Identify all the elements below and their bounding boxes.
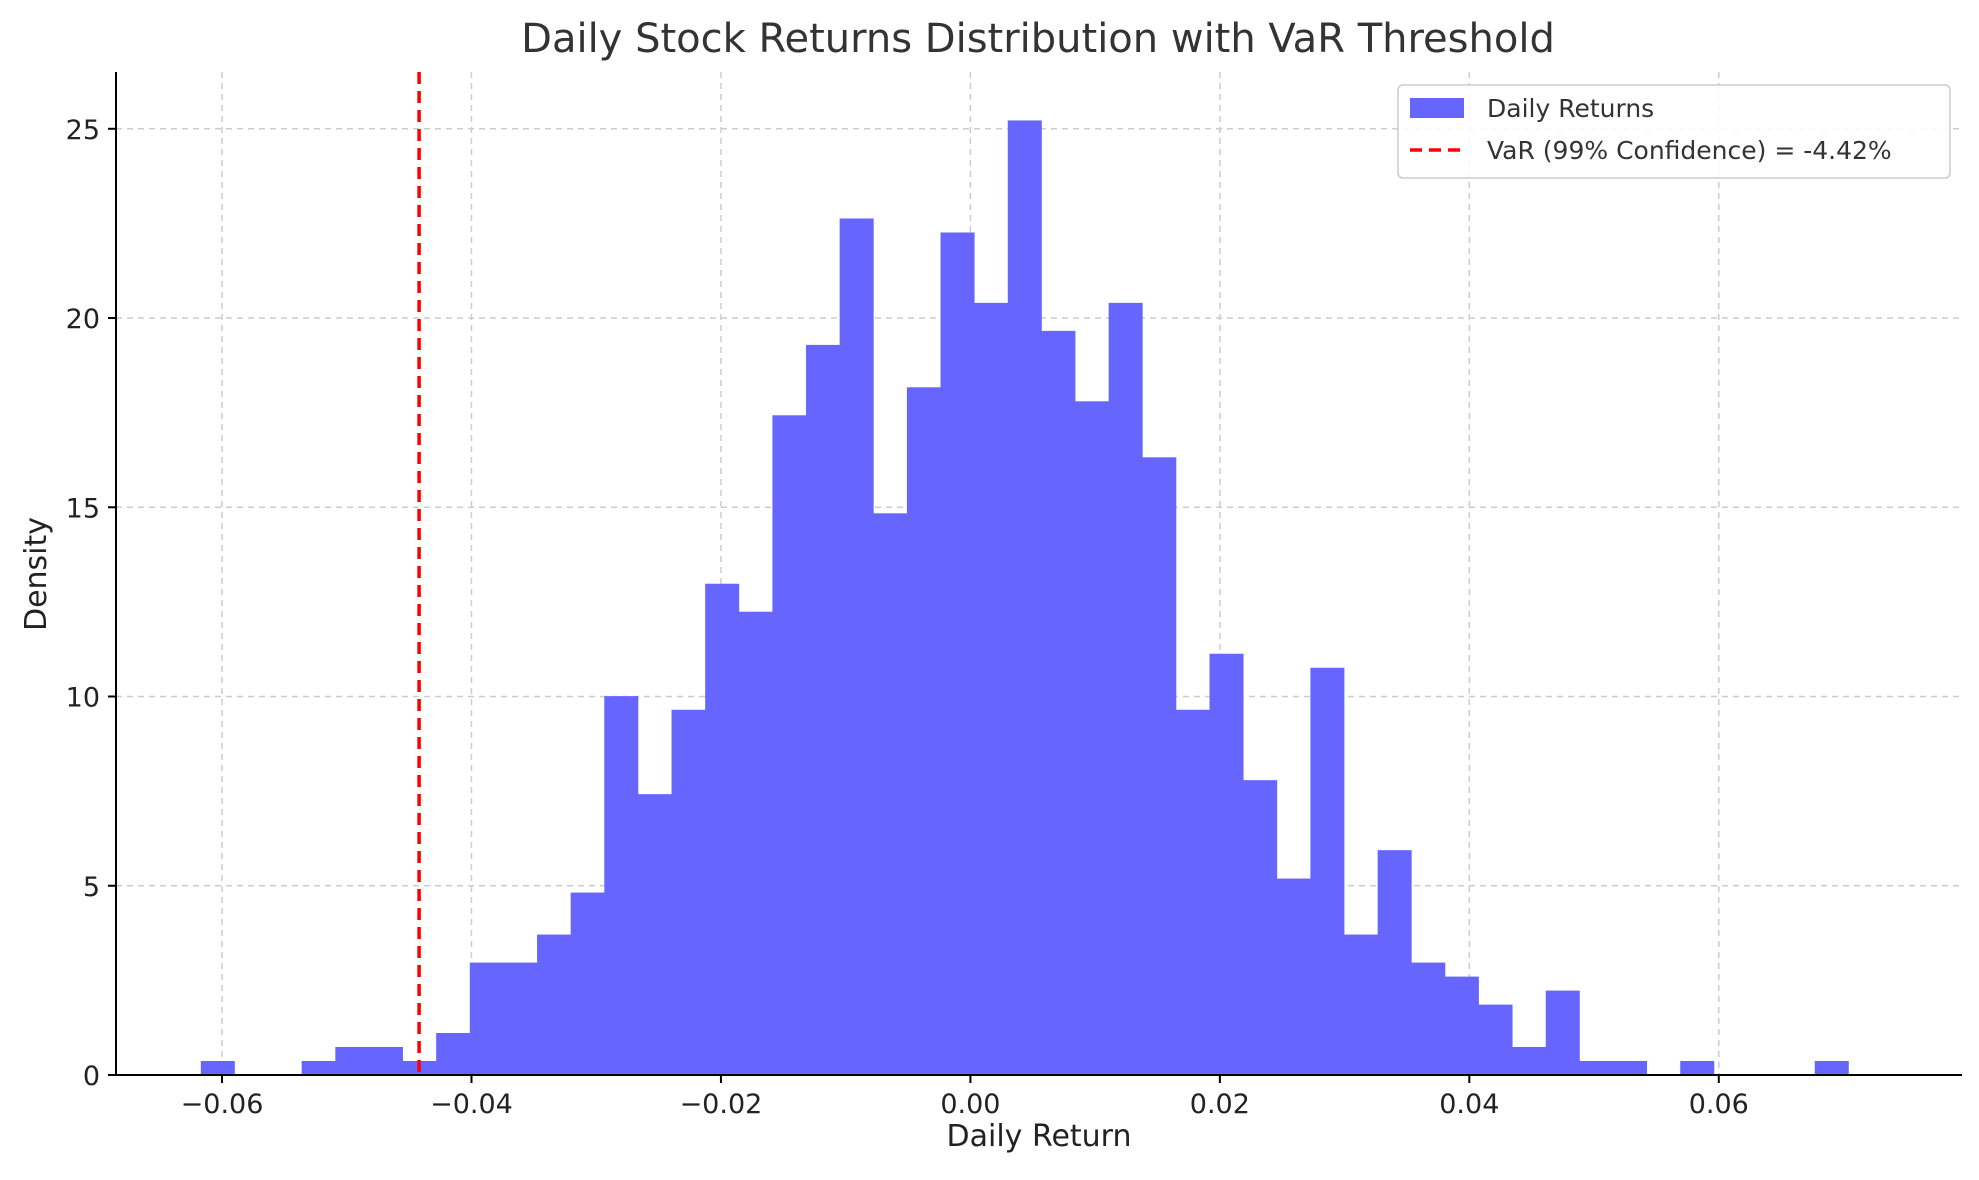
y-tick-label: 5 — [83, 872, 100, 903]
x-axis-label: Daily Return — [947, 1119, 1132, 1154]
histogram-bar — [436, 1032, 471, 1075]
histogram-bar — [1310, 667, 1345, 1075]
histogram-bar — [335, 1046, 370, 1075]
legend-label-daily-returns: Daily Returns — [1487, 94, 1654, 123]
histogram-bar — [1680, 1060, 1715, 1075]
histogram-bar — [301, 1060, 336, 1075]
x-tick-label: −0.06 — [181, 1089, 264, 1120]
histogram-bar — [1444, 976, 1479, 1075]
histogram-bar — [1545, 990, 1580, 1075]
histogram-bar — [1814, 1060, 1849, 1075]
histogram-bar — [839, 218, 874, 1076]
histogram-bar — [705, 583, 740, 1075]
histogram-bar — [671, 709, 706, 1075]
histogram-bar — [906, 387, 941, 1075]
x-tick-label: 0.02 — [1190, 1089, 1250, 1120]
histogram-bar — [469, 962, 504, 1075]
legend-swatch-daily-returns — [1410, 98, 1464, 118]
y-tick-label: 0 — [83, 1061, 100, 1092]
histogram-bar — [772, 415, 807, 1075]
x-tick-label: 0.00 — [940, 1089, 1000, 1120]
legend: Daily Returns VaR (99% Confidence) = -4.… — [1397, 84, 1951, 179]
ticks: −0.06 −0.04 −0.02 0.00 0.02 0.04 0.06 0 5 10 15 20 2… — [66, 115, 1749, 1120]
x-tick-label: 0.06 — [1689, 1089, 1749, 1120]
histogram-bar — [1142, 457, 1177, 1075]
histogram-bar — [368, 1046, 403, 1075]
legend-label-var: VaR (99% Confidence) = -4.42% — [1487, 136, 1892, 165]
histogram-bar — [1512, 1046, 1547, 1075]
histogram-bar — [637, 794, 672, 1075]
histogram-bar — [1209, 653, 1244, 1075]
histogram-bar — [1108, 302, 1143, 1075]
histogram-bar — [738, 611, 773, 1075]
x-tick-label: −0.02 — [680, 1089, 763, 1120]
histogram-bar — [604, 696, 639, 1075]
histogram-bar — [974, 302, 1009, 1075]
y-tick-label: 20 — [66, 304, 100, 335]
x-tick-label: −0.04 — [430, 1089, 513, 1120]
x-tick-label: 0.04 — [1439, 1089, 1499, 1120]
histogram-bar — [1243, 780, 1278, 1075]
legend-box — [1397, 84, 1951, 179]
chart-title: Daily Stock Returns Distribution with Va… — [521, 16, 1555, 62]
histogram-bar — [1579, 1060, 1614, 1075]
histogram-bar — [1175, 709, 1210, 1075]
histogram-bar — [1007, 120, 1042, 1076]
histogram-bar — [200, 1060, 235, 1075]
y-tick-label: 10 — [66, 683, 100, 714]
y-tick-label: 25 — [66, 115, 100, 146]
histogram-bar — [570, 892, 605, 1075]
histogram-bar — [1276, 878, 1311, 1075]
histogram-bar — [1075, 401, 1110, 1075]
histogram-bar — [940, 232, 975, 1076]
axes — [115, 72, 1962, 1076]
histogram-bar — [537, 934, 572, 1075]
y-tick-label: 15 — [66, 493, 100, 524]
y-axis-label: Density — [19, 517, 54, 631]
histogram-bar — [1377, 850, 1412, 1075]
histogram-bar — [1612, 1060, 1648, 1075]
histogram-bar — [1041, 330, 1076, 1075]
histogram-bar — [503, 962, 538, 1075]
histogram-bar — [806, 344, 841, 1075]
histogram-bars — [200, 120, 1849, 1076]
histogram-bar — [1411, 962, 1446, 1075]
histogram-bar — [1344, 934, 1379, 1075]
histogram-bar — [873, 513, 908, 1075]
histogram-bar — [1478, 1004, 1513, 1075]
